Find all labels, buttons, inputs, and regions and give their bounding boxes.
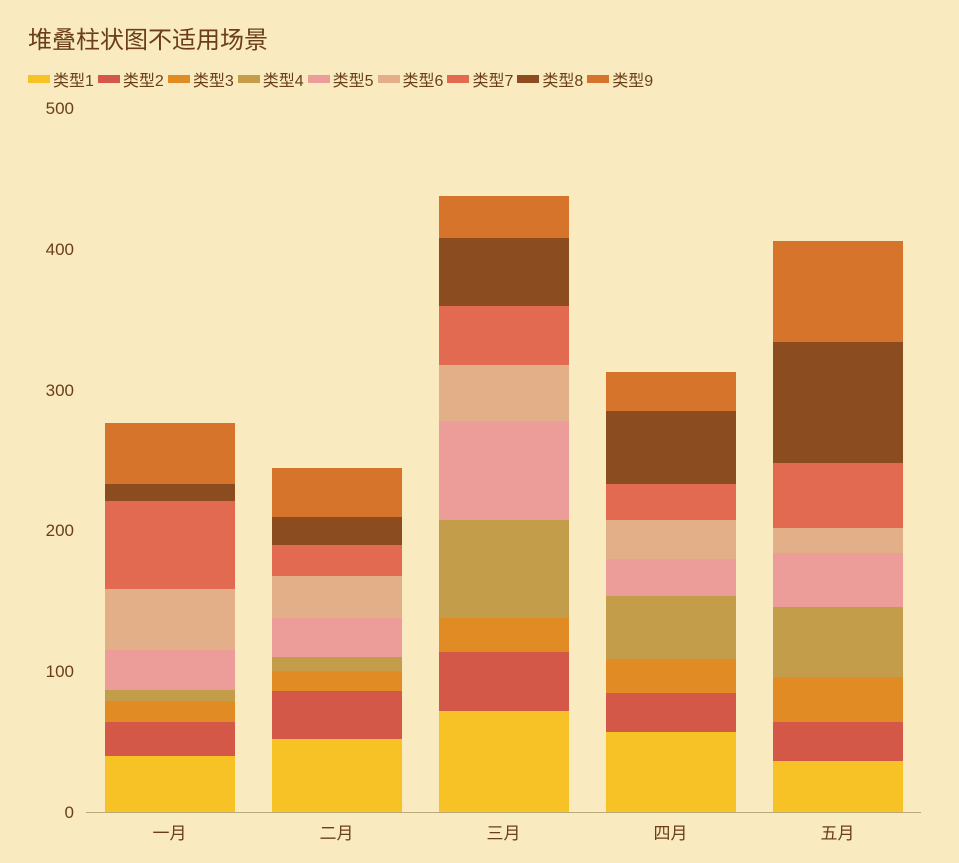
bar-segment[interactable] xyxy=(439,652,569,711)
legend-swatch xyxy=(308,75,330,83)
bar-segment[interactable] xyxy=(272,545,402,576)
legend-item[interactable]: 类型1 xyxy=(28,67,94,91)
y-tick-label: 100 xyxy=(46,662,74,682)
bar-segment[interactable] xyxy=(272,468,402,517)
bar-segment[interactable] xyxy=(272,576,402,618)
legend: 类型1 类型2 类型3 类型4 类型5 类型6 类型7 类型8 类型9 xyxy=(28,67,931,91)
bar-segment[interactable] xyxy=(105,722,235,756)
y-axis: 0100200300400500 xyxy=(28,109,82,813)
x-tick-label: 二月 xyxy=(272,813,402,843)
legend-item[interactable]: 类型2 xyxy=(98,67,164,91)
bar-segment[interactable] xyxy=(773,677,903,722)
bars-group xyxy=(86,109,921,812)
legend-swatch xyxy=(28,75,50,83)
bar-segment[interactable] xyxy=(606,411,736,484)
bar-segment[interactable] xyxy=(439,711,569,812)
x-tick-label: 一月 xyxy=(105,813,235,843)
bar-segment[interactable] xyxy=(606,559,736,596)
bar-segment[interactable] xyxy=(606,520,736,559)
legend-swatch xyxy=(447,75,469,83)
bar-segment[interactable] xyxy=(105,484,235,501)
bar-segment[interactable] xyxy=(439,306,569,365)
bar-segment[interactable] xyxy=(105,701,235,722)
legend-label: 类型4 xyxy=(263,67,304,91)
bar-segment[interactable] xyxy=(773,722,903,761)
legend-swatch xyxy=(238,75,260,83)
legend-item[interactable]: 类型6 xyxy=(378,67,444,91)
x-tick-label: 五月 xyxy=(773,813,903,843)
bar-segment[interactable] xyxy=(439,520,569,618)
bar-segment[interactable] xyxy=(105,650,235,689)
legend-swatch xyxy=(168,75,190,83)
bar-segment[interactable] xyxy=(105,501,235,588)
bar xyxy=(272,468,402,812)
bar-segment[interactable] xyxy=(105,756,235,812)
bar-segment[interactable] xyxy=(272,517,402,545)
bar-segment[interactable] xyxy=(439,365,569,421)
bar-segment[interactable] xyxy=(606,732,736,812)
x-tick-label: 三月 xyxy=(439,813,569,843)
bar xyxy=(105,423,235,812)
legend-swatch xyxy=(587,75,609,83)
legend-item[interactable]: 类型9 xyxy=(587,67,653,91)
legend-item[interactable]: 类型8 xyxy=(517,67,583,91)
legend-swatch xyxy=(98,75,120,83)
chart-area xyxy=(86,109,921,813)
bar-segment[interactable] xyxy=(606,372,736,411)
bar-segment[interactable] xyxy=(773,241,903,342)
bar-segment[interactable] xyxy=(105,423,235,485)
bar-segment[interactable] xyxy=(272,691,402,739)
legend-label: 类型6 xyxy=(403,67,444,91)
bar-segment[interactable] xyxy=(773,463,903,528)
legend-swatch xyxy=(378,75,400,83)
bar-segment[interactable] xyxy=(272,618,402,657)
chart-container: 堆叠柱状图不适用场景 类型1 类型2 类型3 类型4 类型5 类型6 类型7 类型8 类型9 0… xyxy=(0,0,959,863)
legend-item[interactable]: 类型5 xyxy=(308,67,374,91)
bar-segment[interactable] xyxy=(439,618,569,652)
bar xyxy=(606,372,736,812)
legend-item[interactable]: 类型7 xyxy=(447,67,513,91)
legend-item[interactable]: 类型3 xyxy=(168,67,234,91)
x-axis: 一月 二月 三月 四月 五月 xyxy=(86,813,921,843)
bar-segment[interactable] xyxy=(773,607,903,677)
legend-swatch xyxy=(517,75,539,83)
y-tick-label: 400 xyxy=(46,240,74,260)
legend-label: 类型7 xyxy=(472,67,513,91)
legend-label: 类型1 xyxy=(53,67,94,91)
bar-segment[interactable] xyxy=(606,596,736,659)
legend-label: 类型5 xyxy=(333,67,374,91)
bar-segment[interactable] xyxy=(439,421,569,519)
y-tick-label: 500 xyxy=(46,99,74,119)
bar-segment[interactable] xyxy=(773,761,903,812)
bar xyxy=(439,196,569,812)
bar-segment[interactable] xyxy=(773,553,903,606)
legend-item[interactable]: 类型4 xyxy=(238,67,304,91)
bar-segment[interactable] xyxy=(439,196,569,238)
plot-area: 0100200300400500 一月二月三月四月五月 xyxy=(28,109,931,843)
bar-segment[interactable] xyxy=(773,528,903,553)
legend-label: 类型9 xyxy=(612,67,653,91)
bar-segment[interactable] xyxy=(606,659,736,693)
y-tick-label: 200 xyxy=(46,521,74,541)
bar-segment[interactable] xyxy=(272,657,402,671)
bar-segment[interactable] xyxy=(606,484,736,519)
legend-label: 类型2 xyxy=(123,67,164,91)
bar-segment[interactable] xyxy=(105,690,235,701)
bar xyxy=(773,241,903,812)
bar-segment[interactable] xyxy=(606,693,736,732)
chart-title: 堆叠柱状图不适用场景 xyxy=(28,20,931,55)
bar-segment[interactable] xyxy=(439,238,569,305)
bar-segment[interactable] xyxy=(773,342,903,463)
bar-segment[interactable] xyxy=(272,739,402,812)
y-tick-label: 0 xyxy=(65,803,74,823)
legend-label: 类型3 xyxy=(193,67,234,91)
bar-segment[interactable] xyxy=(272,671,402,691)
y-tick-label: 300 xyxy=(46,381,74,401)
legend-label: 类型8 xyxy=(542,67,583,91)
x-tick-label: 四月 xyxy=(606,813,736,843)
bar-segment[interactable] xyxy=(105,589,235,651)
